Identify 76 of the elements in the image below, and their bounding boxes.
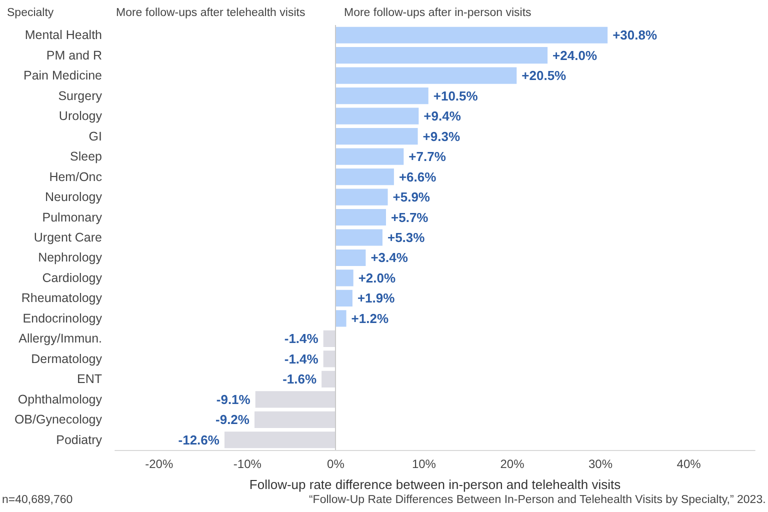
- data-label: +9.4%: [424, 108, 462, 124]
- y-tick-label: Endocrinology: [22, 311, 103, 326]
- data-label: +1.9%: [357, 290, 396, 306]
- bar: [336, 148, 404, 165]
- y-tick-label: ENT: [77, 372, 102, 386]
- text: More follow-ups after in-person visits: [344, 7, 532, 19]
- bar: [336, 290, 352, 307]
- bar: [336, 108, 419, 124]
- data-label: +20.5%: [522, 68, 567, 84]
- x-tick-label: 0%: [327, 457, 345, 471]
- bar: [336, 249, 366, 266]
- data-label: +6.6%: [398, 169, 437, 184]
- y-tick-label: Rheumatology: [21, 291, 103, 306]
- data-label: +3.4%: [370, 250, 408, 266]
- bar: [336, 26, 608, 44]
- y-tick-label: Surgery: [58, 88, 103, 103]
- data-label: +5.3%: [387, 230, 426, 245]
- bar: [336, 128, 418, 145]
- data-label: +2.0%: [358, 270, 396, 286]
- text: Specialty: [7, 7, 54, 19]
- y-tick-label: Nephrology: [38, 250, 103, 265]
- bar: [224, 432, 336, 448]
- data-label: -1.4%: [284, 331, 319, 346]
- bar: [255, 391, 336, 408]
- x-tick-label: 10%: [412, 457, 436, 471]
- bar: [323, 350, 336, 368]
- bar: [323, 330, 336, 347]
- y-tick-label: Allergy/Immun.: [18, 332, 102, 346]
- bar: [336, 88, 428, 104]
- y-tick-label: Dermatology: [31, 352, 103, 366]
- x-tick-label: -10%: [233, 457, 262, 471]
- x-tick-label: -20%: [145, 457, 174, 471]
- bar: [254, 411, 336, 428]
- y-tick-label: Mental Health: [24, 28, 102, 42]
- y-tick-label: Urology: [58, 109, 103, 124]
- data-label: -9.1%: [216, 392, 251, 407]
- data-label: +24.0%: [552, 48, 598, 63]
- data-label: +5.7%: [391, 210, 429, 225]
- text: n=40,689,760: [2, 494, 73, 506]
- y-tick-label: Podiatry: [56, 432, 103, 447]
- bar: [336, 208, 386, 226]
- text: “Follow-Up Rate Differences Between In-Person and Telehealth Visits by Specialty,” 2023.: [308, 494, 766, 506]
- bar: [336, 229, 382, 246]
- bar: [336, 188, 388, 206]
- y-tick-label: Sleep: [70, 150, 102, 164]
- data-label: +5.9%: [392, 190, 430, 205]
- y-tick-label: Urgent Care: [34, 230, 102, 244]
- data-label: +30.8%: [612, 28, 658, 43]
- y-tick-label: Ophthalmology: [18, 392, 103, 406]
- data-label: -12.6%: [178, 432, 220, 448]
- x-tick-label: 20%: [500, 457, 525, 471]
- y-tick-label: Hem/Onc: [49, 170, 102, 184]
- bar: [336, 168, 394, 186]
- bar: [336, 47, 548, 64]
- x-tick-label: 40%: [676, 457, 702, 471]
- bar: [336, 67, 517, 84]
- data-label: -1.4%: [284, 351, 319, 366]
- data-label: -1.6%: [282, 372, 317, 387]
- bar: [322, 370, 336, 388]
- y-tick-label: Pain Medicine: [23, 68, 102, 83]
- data-label: +1.2%: [351, 310, 389, 326]
- y-tick-label: PM and R: [46, 48, 102, 62]
- x-tick-label: 30%: [588, 457, 613, 471]
- bar: [336, 270, 354, 286]
- y-tick-label: Pulmonary: [42, 210, 103, 224]
- bar: [336, 310, 346, 327]
- data-label: +9.3%: [422, 128, 460, 144]
- x-axis-title: Follow-up rate difference between in-person and telehealth visits: [249, 477, 622, 492]
- data-label: +10.5%: [433, 88, 478, 104]
- data-label: +7.7%: [408, 149, 446, 164]
- y-tick-label: Cardiology: [42, 270, 103, 285]
- y-tick-label: Neurology: [45, 190, 103, 204]
- data-label: -9.2%: [216, 412, 250, 428]
- y-tick-label: OB/Gynecology: [14, 412, 103, 427]
- y-tick-label: GI: [88, 129, 102, 144]
- text: More follow-ups after telehealth visits: [116, 7, 306, 19]
